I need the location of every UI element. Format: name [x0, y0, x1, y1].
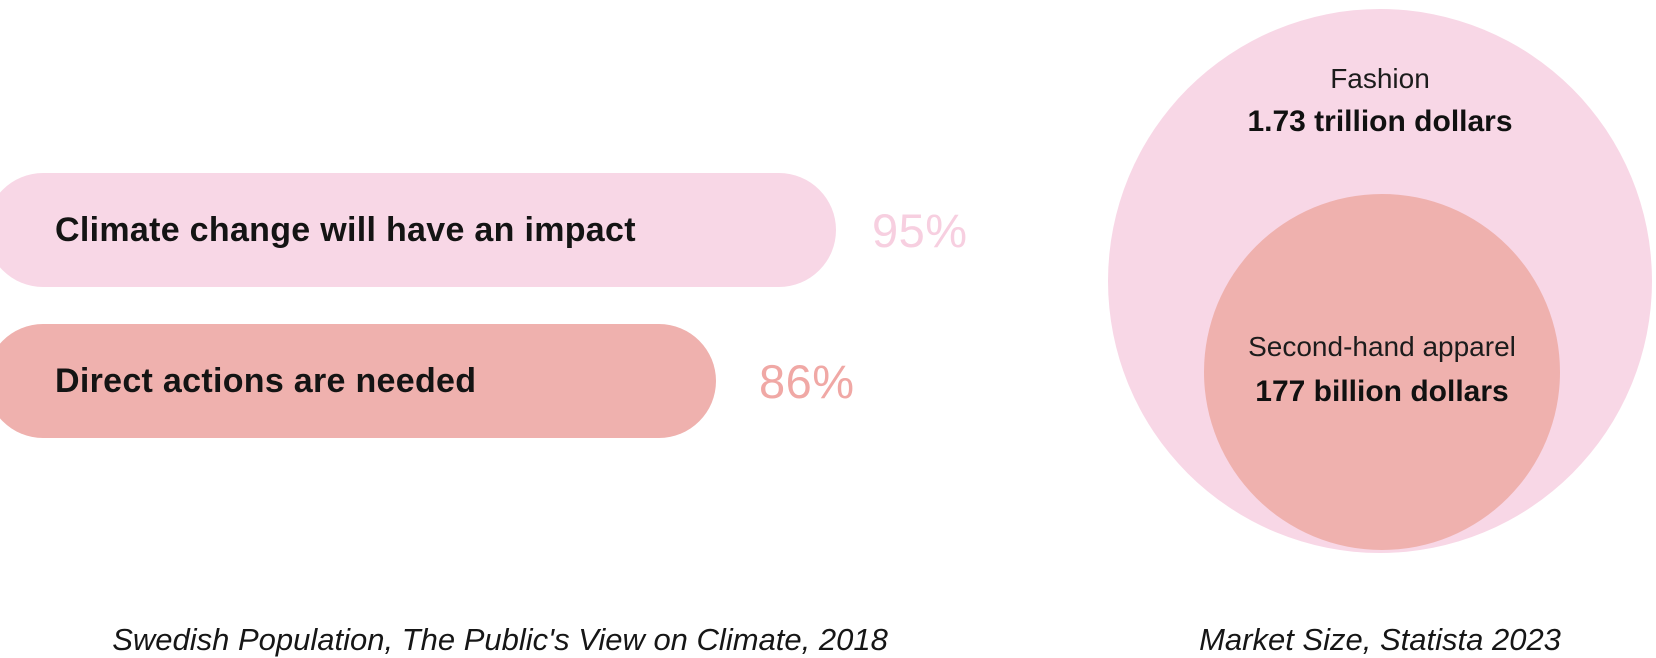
secondhand-label: Second-hand apparel: [1248, 331, 1516, 362]
bar-climate-impact-label: Climate change will have an impact: [55, 210, 636, 249]
fashion-label: Fashion: [1330, 63, 1430, 94]
bar-direct-actions-label: Direct actions are needed: [55, 361, 477, 400]
left-chart-caption: Swedish Population, The Public's View on…: [112, 622, 888, 657]
bar-climate-impact: Climate change will have an impact: [0, 173, 836, 287]
bar-climate-impact-value: 95%: [872, 203, 968, 257]
bar-direct-actions-value: 86%: [759, 354, 855, 408]
fashion-value: 1.73 trillion dollars: [1247, 105, 1513, 138]
secondhand-value: 177 billion dollars: [1255, 375, 1509, 408]
right-chart-caption: Market Size, Statista 2023: [1199, 622, 1561, 657]
circle-secondhand-market: [1204, 194, 1560, 550]
bar-direct-actions: Direct actions are needed: [0, 324, 716, 438]
